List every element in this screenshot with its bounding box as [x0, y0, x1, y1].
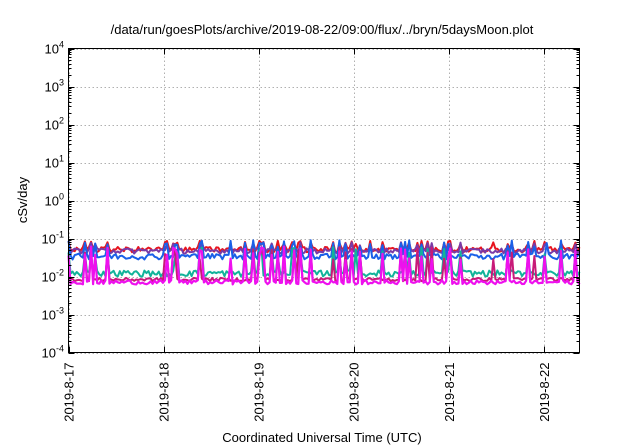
- y-tick-label: 102: [45, 116, 64, 133]
- plot-frame: [68, 48, 580, 353]
- x-tick-label: 2019-8-18: [157, 363, 172, 422]
- x-axis-label: Coordinated Universal Time (UTC): [222, 430, 421, 445]
- y-tick-label: 10-3: [42, 306, 64, 323]
- series-line: [67, 241, 581, 255]
- y-tick-label: 104: [45, 40, 64, 57]
- y-tick-label: 10-4: [42, 344, 64, 361]
- x-tick-label: 2019-8-19: [252, 363, 267, 422]
- series-group: [67, 239, 581, 286]
- y-tick-label: 10-2: [42, 268, 64, 285]
- chart-title: /data/run/goesPlots/archive/2019-08-22/0…: [111, 22, 534, 37]
- y-axis: 10-4 10-3 10-2 10-1 100 101 102 103 104: [42, 40, 580, 361]
- x-axis: 2019-8-17 2019-8-18 2019-8-19 2019-8-20 2019…: [62, 48, 552, 422]
- y-tick-label: 10-1: [42, 230, 64, 247]
- x-tick-label: 2019-8-17: [62, 363, 77, 422]
- x-tick-label: 2019-8-21: [442, 363, 457, 422]
- y-tick-label: 100: [45, 192, 64, 209]
- grid: [68, 48, 580, 354]
- series-line: [67, 245, 581, 286]
- series-line: [68, 246, 581, 283]
- x-tick-label: 2019-8-20: [347, 363, 362, 422]
- x-tick-label: 2019-8-22: [537, 363, 552, 422]
- series-line: [67, 239, 581, 261]
- y-tick-label: 103: [45, 78, 64, 95]
- y-axis-label: cSv/day: [15, 176, 30, 223]
- y-tick-label: 101: [45, 154, 64, 171]
